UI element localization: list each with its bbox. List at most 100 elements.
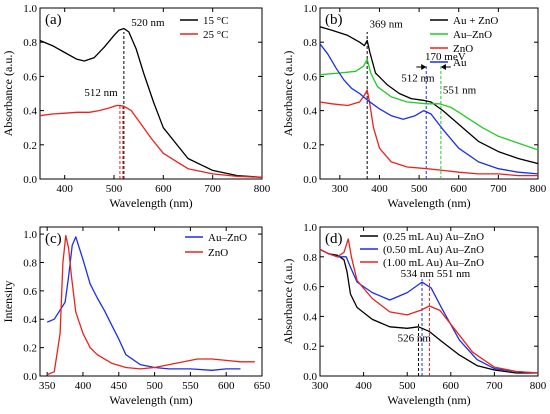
panel-c: 350 400 450 500 550 600 650 0.0 0.2 0.4 0.6 0.8 1.0 W… [1,226,271,407]
panel-b: 300 400 500 600 700 800 0.0 0.2 0.4 0.6 0.8 1.0 Wave… [281,3,547,210]
panel-a: 400 500 600 700 800 0.0 0.2 0.4 0.6 0.8 1.0 Wavelen… [1,3,271,210]
plot-area [320,238,538,376]
x-axis-label: Wavelength (nm) [387,393,470,407]
x-tick-label: 700 [486,380,503,392]
y-tick-label: 0.6 [303,282,317,294]
y-tick-label: 0.4 [23,314,37,326]
panel-label: (d) [325,231,343,247]
plot-area [40,27,262,179]
panel-label: (b) [325,12,343,28]
legend-label: Au + ZnO [453,15,498,27]
legend-label: Au [453,57,467,69]
x-tick-label: 700 [204,183,221,195]
x-tick-label: 800 [254,183,271,195]
peak-annotation: 512 nm [84,87,118,99]
y-tick-label: 1.0 [303,3,317,15]
series-line-1 [46,234,255,376]
series-line-0 [320,248,538,374]
y-tick-label: 1.0 [23,3,37,15]
panel-label: (c) [45,231,62,247]
legend-label: 25 °C [203,29,229,41]
y-tick-label: 0.2 [23,140,37,152]
y-tick-label: 0.8 [303,37,317,49]
y-tick-label: 0.0 [303,174,317,186]
peak-annotation: 369 nm [370,19,404,31]
y-tick-label: 0.2 [23,343,37,355]
plot-area [46,234,255,376]
y-tick-label: 0.4 [303,311,317,323]
peak-annotation: 534 nm [401,268,435,280]
x-tick-label: 650 [254,380,271,392]
y-tick-label: 0.4 [23,106,37,118]
y-tick-label: 1.0 [23,229,37,241]
peak-annotation: 551 nm [437,268,471,280]
plot-frame [319,7,539,180]
legend-label: ZnO [208,247,228,259]
x-axis-label: Wavelength (nm) [109,196,192,210]
x-tick-label: 400 [75,380,92,392]
y-axis-label: Absorbance (a.u.) [281,51,295,137]
series-line-2 [320,238,538,374]
series-line-0 [46,236,241,371]
arrow-left-head [421,63,427,70]
x-tick-label: 550 [182,380,199,392]
legend-label: Au–ZnO [208,232,247,244]
legend-label: ZnO [453,43,473,55]
series-line-3 [320,43,538,175]
x-tick-label: 700 [490,183,507,195]
peak-annotation: 526 nm [398,333,432,345]
x-tick-label: 400 [56,183,73,195]
y-tick-label: 0.8 [23,37,37,49]
y-tick-label: 0.4 [303,106,317,118]
y-tick-label: 0.2 [303,140,317,152]
x-tick-label: 450 [111,380,128,392]
y-tick-label: 0.0 [303,371,317,383]
y-tick-label: 1.0 [303,222,317,234]
series-line-0 [320,26,538,165]
x-tick-label: 300 [332,183,349,195]
y-axis-label: Absorbance (a.u.) [281,259,295,345]
x-tick-label: 600 [218,380,235,392]
y-tick-label: 0.2 [303,341,317,353]
peak-annotation: 520 nm [131,17,165,29]
x-tick-label: 400 [355,380,372,392]
legend-label: 15 °C [203,15,229,27]
x-axis-label: Wavelength (nm) [387,196,470,210]
plot-frame [39,226,263,377]
shift-arrows [416,63,451,70]
y-tick-label: 0.0 [23,174,37,186]
x-tick-label: 500 [106,183,123,195]
y-tick-label: 0.8 [303,252,317,264]
plot-area [320,26,538,179]
x-tick-label: 500 [411,183,428,195]
y-axis-label: Intensity [1,281,15,323]
x-tick-label: 400 [371,183,388,195]
y-axis-label: Absorbance (a.u.) [1,51,15,137]
legend-label: (1.00 mL Au) Au–ZnO [383,257,484,269]
legend-label: (0.25 mL Au) Au–ZnO [383,231,484,243]
y-tick-label: 0.6 [23,286,37,298]
x-tick-label: 600 [155,183,172,195]
peak-annotation: 512 nm [401,73,435,85]
legend-label: (0.50 mL Au) Au–ZnO [383,244,484,256]
x-tick-label: 800 [530,380,547,392]
peak-annotation: 170 meV [425,51,466,63]
x-tick-label: 300 [312,380,329,392]
x-tick-label: 500 [399,380,416,392]
x-tick-label: 350 [39,380,56,392]
series-line-1 [320,58,538,151]
panel-label: (a) [45,12,62,28]
x-tick-label: 600 [443,380,460,392]
x-tick-label: 800 [530,183,547,195]
x-tick-label: 600 [450,183,467,195]
plot-frame [39,7,263,180]
x-axis-label: Wavelength (nm) [109,393,192,407]
y-tick-label: 0.8 [23,257,37,269]
y-tick-label: 0.6 [23,71,37,83]
x-tick-label: 500 [146,380,163,392]
series-line-1 [40,104,262,178]
y-tick-label: 0.6 [303,71,317,83]
peak-annotation: 551 nm [443,85,477,97]
y-tick-label: 0.0 [23,371,37,383]
